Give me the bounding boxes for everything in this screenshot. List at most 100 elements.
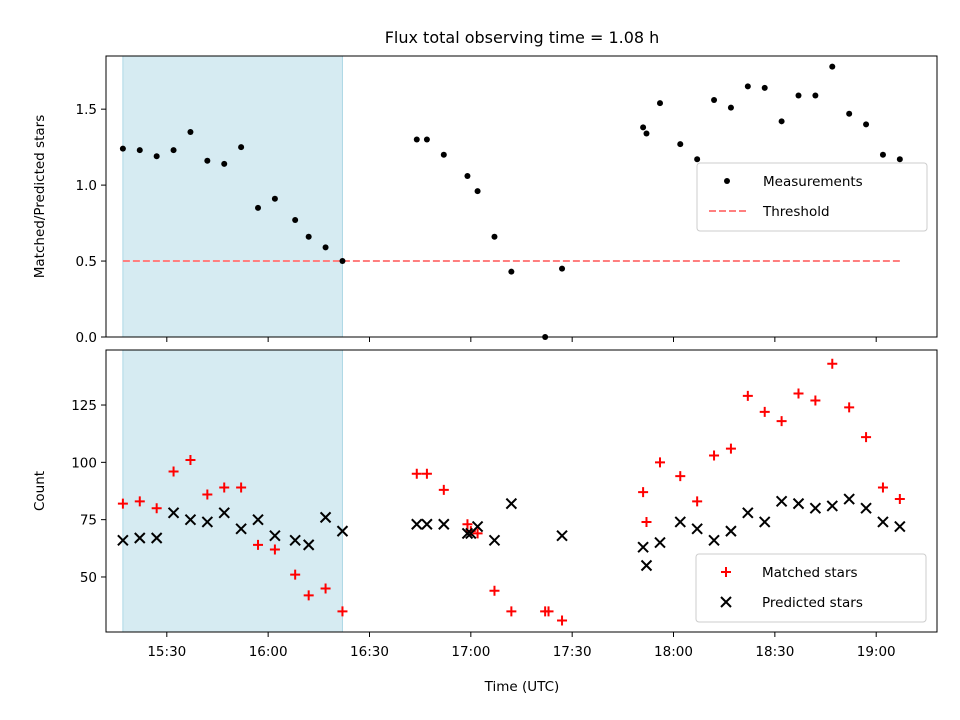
data-point	[202, 489, 213, 500]
data-point	[255, 204, 262, 211]
data-point	[543, 606, 554, 617]
data-point	[235, 523, 247, 535]
data-point	[201, 516, 214, 528]
legend: Measurements Threshold	[696, 162, 928, 232]
data-point	[775, 495, 788, 508]
data-point	[117, 498, 128, 509]
data-point	[692, 496, 703, 507]
data-point	[320, 583, 331, 594]
data-point	[505, 497, 518, 510]
data-point	[694, 156, 701, 163]
data-point	[641, 516, 652, 527]
data-point	[877, 516, 889, 528]
data-point	[860, 502, 872, 514]
data-point	[423, 136, 430, 143]
data-point	[253, 539, 264, 550]
data-point	[219, 482, 230, 493]
legend-marker	[721, 567, 731, 577]
data-point	[471, 520, 484, 533]
data-point	[204, 157, 211, 164]
data-point	[337, 606, 348, 617]
data-point	[655, 457, 665, 468]
data-point	[727, 104, 734, 111]
data-point	[846, 110, 853, 117]
data-point	[221, 160, 228, 167]
axes-frame	[105, 349, 938, 633]
data-point	[271, 195, 278, 202]
data-point	[302, 539, 315, 551]
data-point	[292, 217, 299, 224]
y-tick-label: 75	[80, 513, 97, 529]
data-point	[559, 265, 566, 272]
x-tick-label: 17:00	[451, 644, 490, 660]
data-point	[462, 519, 473, 530]
data-point	[184, 513, 197, 526]
y-axis-label: Count	[32, 471, 48, 511]
legend-label: Threshold	[762, 204, 830, 220]
legend-label: Matched stars	[762, 565, 858, 581]
data-point	[894, 494, 905, 505]
data-point	[421, 518, 433, 530]
data-point	[744, 83, 751, 90]
data-point	[742, 507, 754, 519]
y-tick-label: 0.0	[76, 330, 97, 346]
data-point	[269, 529, 281, 542]
data-point	[440, 151, 447, 158]
x-tick-label: 15:30	[147, 644, 186, 660]
legend: Matched stars Predicted stars	[695, 553, 927, 623]
data-point	[411, 468, 422, 479]
data-point	[489, 585, 500, 596]
data-point	[269, 544, 280, 555]
data-point	[488, 534, 501, 547]
data-point	[134, 496, 145, 507]
x-tick-label: 17:30	[553, 644, 592, 660]
data-point	[674, 516, 686, 528]
data-point	[643, 130, 650, 137]
data-point	[153, 153, 160, 160]
data-point	[657, 100, 663, 107]
data-point	[557, 615, 568, 626]
data-point	[413, 136, 420, 143]
data-point	[336, 525, 349, 537]
y-tick-label: 0.5	[76, 254, 97, 270]
y-tick-label: 100	[71, 455, 97, 471]
data-point	[761, 84, 768, 91]
data-point	[322, 244, 329, 251]
data-point	[795, 92, 802, 99]
data-point	[117, 534, 129, 547]
data-point	[638, 487, 649, 498]
data-point	[474, 188, 481, 195]
x-tick-label: 18:30	[755, 644, 794, 660]
data-point	[136, 147, 143, 154]
data-point	[508, 268, 515, 275]
shaded-region	[122, 349, 343, 633]
data-point	[759, 516, 771, 528]
data-point	[759, 406, 770, 417]
data-point	[150, 532, 163, 544]
data-point	[218, 507, 230, 519]
data-point	[708, 534, 720, 547]
data-point	[894, 520, 906, 533]
data-point	[691, 523, 703, 535]
legend-label: Measurements	[763, 174, 863, 190]
data-point	[461, 527, 474, 540]
data-point	[861, 432, 872, 443]
data-point	[778, 118, 785, 125]
data-point	[506, 606, 517, 617]
x-tick-label: 16:00	[249, 644, 288, 660]
data-point	[438, 518, 450, 530]
data-point	[119, 145, 126, 152]
shaded-region	[122, 55, 343, 338]
data-point	[472, 528, 483, 539]
data-point	[421, 468, 432, 479]
data-point	[187, 128, 194, 135]
y-tick-label: 125	[71, 398, 97, 414]
data-point	[810, 395, 821, 406]
data-point	[677, 141, 684, 148]
ratio-panel: 0.0 0.5 1.0 1.5 Matched/Predicted stars Measu…	[32, 55, 938, 346]
legend-box	[695, 553, 927, 623]
x-tick-label: 19:00	[857, 644, 896, 660]
data-point	[725, 443, 736, 454]
y-tick-label: 1.5	[76, 102, 97, 118]
y-tick-label: 1.0	[76, 178, 97, 194]
